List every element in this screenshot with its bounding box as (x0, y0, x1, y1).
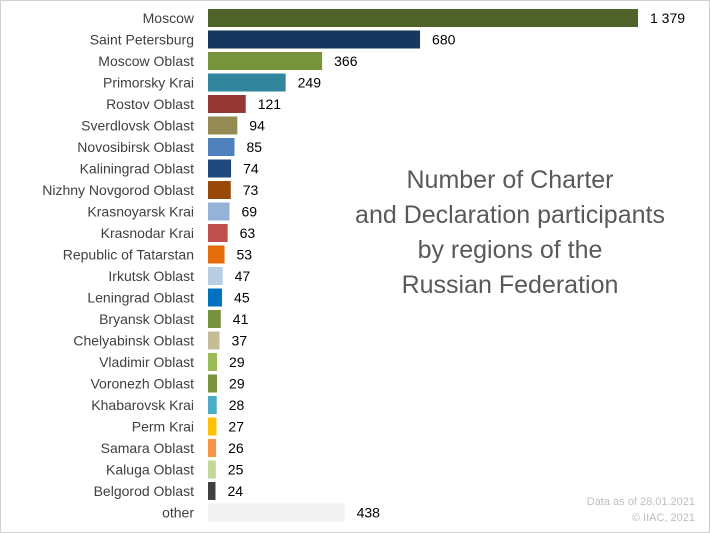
value-label-13: 45 (234, 290, 250, 306)
bar-0 (208, 9, 638, 27)
chart-title-line-1: Number of Charter (406, 166, 614, 194)
footnote-copyright: © IIAC, 2021 (631, 512, 695, 524)
category-label-19: Perm Krai (132, 419, 194, 435)
chart-title-line-4: Russian Federation (401, 271, 619, 299)
category-label-4: Rostov Oblast (106, 96, 194, 112)
value-label-18: 28 (229, 397, 245, 413)
bar-4 (208, 95, 246, 113)
bar-13 (208, 288, 223, 307)
bar-9 (208, 202, 230, 221)
category-label-22: Belgorod Oblast (94, 483, 195, 499)
chart-title-line-3: by regions of the (417, 236, 603, 264)
bar-18 (208, 396, 217, 414)
category-label-17: Voronezh Oblast (90, 376, 194, 392)
value-label-22: 24 (227, 483, 243, 499)
bar-19 (208, 417, 217, 436)
bar-15 (208, 331, 220, 350)
value-label-9: 69 (242, 204, 258, 220)
category-label-11: Republic of Tatarstan (63, 247, 194, 263)
bar-10 (208, 224, 228, 242)
chart-title-line-2: and Declaration participants (355, 201, 665, 229)
bar-17 (208, 374, 218, 393)
bar-1 (208, 30, 421, 49)
value-label-21: 25 (228, 462, 244, 478)
bar-11 (208, 245, 225, 264)
value-label-19: 27 (228, 419, 244, 435)
value-label-6: 85 (247, 139, 263, 155)
bar-12 (208, 267, 223, 285)
category-label-10: Krasnodar Krai (101, 225, 194, 241)
bar-23 (208, 503, 345, 522)
value-label-15: 37 (232, 333, 248, 349)
value-label-1: 680 (432, 32, 456, 48)
category-label-7: Kaliningrad Oblast (80, 161, 195, 177)
value-label-5: 94 (249, 118, 265, 134)
category-label-16: Vladimir Oblast (99, 354, 194, 370)
value-label-14: 41 (233, 311, 249, 327)
value-label-0: 1 379 (650, 10, 685, 26)
value-label-4: 121 (258, 96, 282, 112)
footnote-date: Data as of 28.01.2021 (586, 496, 695, 508)
value-label-23: 438 (357, 505, 381, 521)
category-label-8: Nizhny Novgorod Oblast (42, 182, 194, 198)
bar-2 (208, 52, 323, 70)
bar-21 (208, 460, 216, 479)
value-label-16: 29 (229, 354, 245, 370)
chart-title: Number of Charter and Declaration partic… (330, 163, 690, 303)
value-label-20: 26 (228, 440, 244, 456)
value-label-3: 249 (298, 75, 322, 91)
value-label-11: 53 (237, 247, 253, 263)
value-label-2: 366 (334, 53, 358, 69)
category-label-6: Novosibirsk Oblast (77, 139, 194, 155)
category-label-2: Moscow Oblast (98, 53, 194, 69)
value-label-17: 29 (229, 376, 245, 392)
value-label-8: 73 (243, 182, 259, 198)
category-label-1: Saint Petersburg (90, 32, 194, 48)
category-label-0: Moscow (143, 10, 195, 26)
footnote: Data as of 28.01.2021 © IIAC, 2021 (587, 494, 695, 526)
value-label-7: 74 (243, 161, 259, 177)
bar-8 (208, 181, 231, 199)
bar-3 (208, 73, 286, 92)
category-label-12: Irkutsk Oblast (108, 268, 194, 284)
value-label-10: 63 (240, 225, 256, 241)
category-label-13: Leningrad Oblast (87, 290, 194, 306)
category-label-3: Primorsky Krai (103, 75, 194, 91)
bar-20 (208, 439, 217, 457)
category-label-14: Bryansk Oblast (99, 311, 194, 327)
bar-16 (208, 353, 218, 371)
bar-6 (208, 138, 235, 156)
category-label-21: Kaluga Oblast (106, 462, 194, 478)
bar-14 (208, 310, 221, 328)
category-label-23: other (162, 505, 194, 521)
category-label-15: Chelyabinsk Oblast (73, 333, 194, 349)
category-label-9: Krasnoyarsk Krai (87, 204, 194, 220)
category-label-5: Sverdlovsk Oblast (81, 118, 194, 134)
bar-5 (208, 116, 238, 135)
category-label-18: Khabarovsk Krai (91, 397, 194, 413)
category-label-20: Samara Oblast (101, 440, 194, 456)
bar-7 (208, 159, 232, 178)
value-label-12: 47 (235, 268, 251, 284)
bar-22 (208, 482, 216, 500)
